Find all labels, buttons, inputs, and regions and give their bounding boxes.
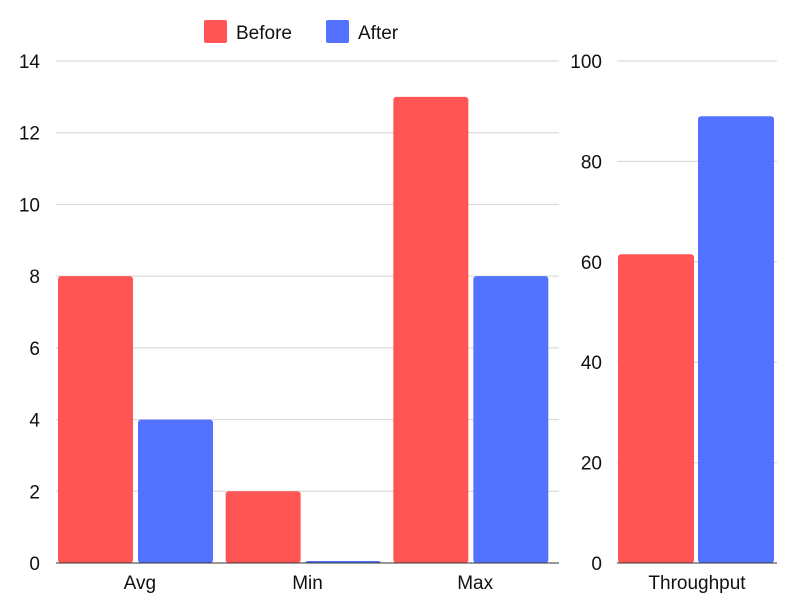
right-y-tick-label: 20 xyxy=(581,454,602,475)
left-x-tick-label-max: Max xyxy=(457,573,493,594)
left-x-tick-label-avg: Avg xyxy=(124,573,156,594)
legend-swatch-after xyxy=(326,20,349,43)
legend-label-before: Before xyxy=(236,23,292,44)
left-bar-max-after xyxy=(473,276,549,563)
legend-label-after: After xyxy=(358,23,399,44)
right-bar-throughput-after xyxy=(698,116,774,563)
legend: Before After xyxy=(204,20,399,44)
right-x-tick-label-throughput: Throughput xyxy=(648,573,746,594)
panel-left-chart: 0 2 4 6 8 10 12 14 Avg Min Max xyxy=(19,52,559,594)
right-y-tick-label: 0 xyxy=(591,554,602,575)
left-y-tick-label: 2 xyxy=(29,482,40,503)
left-y-tick-label: 8 xyxy=(29,267,40,288)
left-y-tick-label: 10 xyxy=(19,195,40,216)
left-bar-max-before xyxy=(393,96,469,563)
left-bar-avg-after xyxy=(138,419,213,563)
left-y-tick-label: 4 xyxy=(29,411,40,432)
left-x-tick-label-min: Min xyxy=(292,573,323,594)
right-y-tick-label: 80 xyxy=(581,152,602,173)
panel-right-chart: 0 20 40 60 80 100 Throughput xyxy=(570,52,777,594)
right-bar-throughput-before xyxy=(618,254,694,563)
left-y-tick-label: 12 xyxy=(19,124,40,145)
left-bar-min-before xyxy=(225,491,301,563)
legend-swatch-before xyxy=(204,20,227,43)
left-y-tick-label: 14 xyxy=(19,52,41,73)
right-y-tick-label: 100 xyxy=(570,52,602,73)
right-y-tick-label: 40 xyxy=(581,353,602,374)
left-y-tick-label: 0 xyxy=(29,554,40,575)
left-y-tick-label: 6 xyxy=(29,339,40,360)
right-y-tick-label: 60 xyxy=(581,253,602,274)
left-bar-avg-before xyxy=(58,276,133,563)
